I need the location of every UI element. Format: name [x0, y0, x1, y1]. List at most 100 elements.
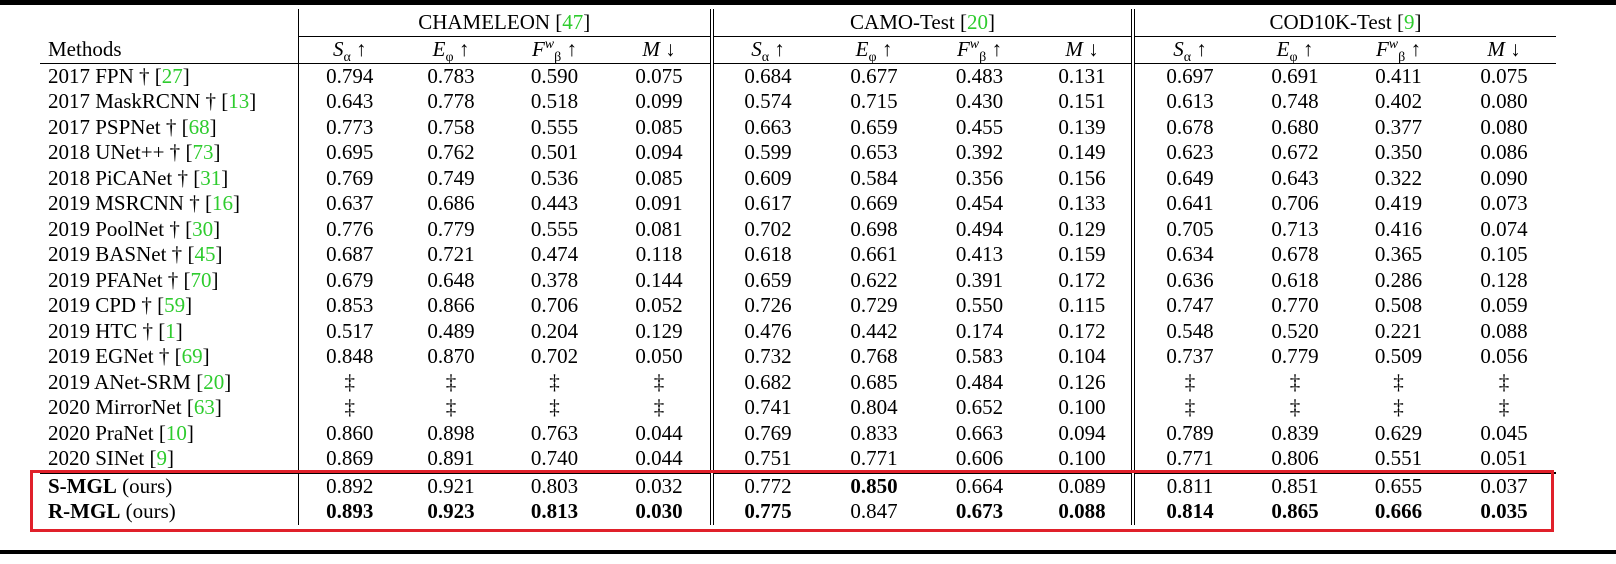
citation-link[interactable]: 59 [164, 293, 186, 318]
citation-link[interactable]: 73 [192, 140, 214, 165]
value-cell: ‡ [653, 369, 665, 394]
value-cell: 0.128 [1480, 267, 1528, 292]
citation-link[interactable]: 69 [181, 344, 203, 369]
metric-e-phi: Eφ ↑ [401, 36, 501, 65]
citation-link[interactable]: 20 [203, 369, 225, 394]
value-cell: 0.691 [1271, 63, 1319, 88]
value-cell: 0.081 [635, 216, 683, 241]
value-cell: 0.783 [427, 63, 475, 88]
value-cell: 0.678 [1271, 242, 1319, 267]
value-cell: 0.156 [1058, 165, 1106, 190]
value-cell: 0.769 [710, 420, 822, 446]
value-cell: 0.555 [530, 114, 579, 139]
value-cell: 0.673 [926, 499, 1033, 525]
value-cell: 0.779 [1271, 344, 1319, 369]
value-cell: 0.697 [1131, 63, 1245, 89]
value-cell: 0.776 [297, 216, 401, 242]
table-row: 2019 EGNet † [69] 0.848 0.870 0.702 0.050 0.7… [40, 344, 1556, 370]
value-cell: 0.770 [1271, 293, 1319, 318]
value-cell: 0.080 [1480, 114, 1528, 139]
value-cell: 0.705 [1131, 216, 1245, 242]
dataset-ref[interactable]: 20 [966, 10, 988, 34]
method-name: 2019 HTC † [48, 318, 153, 343]
value-cell: 0.893 [297, 499, 401, 525]
value-cell: 0.037 [1452, 471, 1556, 499]
value-cell: 0.086 [1480, 140, 1528, 165]
value-cell: 0.035 [1452, 499, 1556, 525]
value: 0.811 [1166, 473, 1214, 498]
value-cell: 0.204 [530, 318, 579, 343]
value-cell: 0.073 [1480, 191, 1528, 216]
value-cell: 0.732 [710, 344, 822, 370]
value-cell: 0.350 [1374, 140, 1423, 165]
method-name: 2020 PraNet [48, 420, 154, 445]
citation-link[interactable]: 45 [194, 242, 216, 267]
value-cell: 0.044 [635, 446, 683, 471]
value-cell: 0.641 [1131, 191, 1245, 217]
value-cell: 0.118 [635, 242, 683, 267]
best-value: 0.035 [1480, 499, 1528, 524]
method-name: 2020 MirrorNet [48, 395, 182, 420]
value-cell: ‡ [1289, 369, 1301, 394]
citation-link[interactable]: 1 [165, 318, 176, 343]
citation-link[interactable]: 68 [188, 114, 210, 139]
citation-link[interactable]: 70 [190, 267, 212, 292]
best-value: 0.865 [1271, 499, 1319, 524]
value: 0.847 [850, 499, 898, 524]
results-table: CHAMELEON [47] CAMO-Test [20] COD10K-Tes… [40, 9, 1556, 525]
value-cell: 0.574 [710, 89, 822, 115]
value-cell: 0.139 [1058, 114, 1106, 139]
value-cell: ‡ [297, 395, 401, 421]
citation-link[interactable]: 30 [192, 216, 214, 241]
method-cell: 2018 UNet++ † [73] [48, 140, 221, 165]
value-cell: 0.702 [530, 344, 579, 369]
top-rule [0, 0, 1616, 5]
value-cell: 0.813 [501, 499, 608, 525]
value-cell: 0.584 [850, 165, 898, 190]
method-cell: 2019 BASNet † [45] [48, 242, 223, 267]
dataset-ref[interactable]: 47 [562, 10, 584, 34]
value-cell: 0.618 [710, 242, 822, 268]
citation-link[interactable]: 10 [165, 420, 187, 445]
value-cell: 0.509 [1374, 344, 1423, 369]
citation-link[interactable]: 9 [156, 446, 168, 471]
value-cell: 0.075 [635, 63, 683, 88]
value-cell: 0.636 [1131, 267, 1245, 293]
method-cell: 2019 MSRCNN † [16] [48, 191, 240, 216]
table-row: 2019 PoolNet † [30] 0.776 0.779 0.555 0.081 0… [40, 216, 1556, 242]
value-cell: 0.430 [955, 89, 1004, 114]
value-cell: 0.672 [1271, 140, 1319, 165]
metric-s-alpha: Sα ↑ [297, 36, 401, 65]
method-name: 2017 FPN † [48, 63, 150, 88]
method-name: 2017 MaskRCNN † [48, 89, 217, 114]
value-cell: 0.411 [1375, 63, 1422, 88]
dataset-ref[interactable]: 9 [1403, 10, 1415, 34]
value-cell: 0.866 [427, 293, 475, 318]
citation-link[interactable]: 13 [228, 89, 250, 114]
value-cell: 0.891 [427, 446, 475, 471]
metric-mae: M ↓ [1033, 36, 1133, 64]
value-cell: 0.622 [850, 267, 898, 292]
value-cell: ‡ [1393, 369, 1404, 394]
value-cell: 0.030 [608, 499, 712, 525]
value-cell: 0.679 [297, 267, 401, 293]
value-cell: 0.629 [1374, 420, 1423, 445]
method-cell: 2019 PFANet † [70] [48, 267, 219, 292]
citation-link[interactable]: 63 [193, 395, 215, 420]
bottom-rule [0, 550, 1616, 554]
methods-header-spacer [40, 9, 298, 37]
table-row: 2018 UNet++ † [73] 0.695 0.762 0.501 0.094 0.… [40, 140, 1556, 166]
value-cell: 0.758 [427, 114, 475, 139]
value-cell: 0.100 [1058, 395, 1106, 420]
value: 0.803 [530, 473, 579, 498]
value-cell: 0.649 [1131, 165, 1245, 191]
value-cell: 0.091 [635, 191, 683, 216]
citation-link[interactable]: 31 [200, 165, 222, 190]
value-cell: 0.666 [1345, 499, 1452, 525]
method-cell: 2019 PoolNet † [30] [48, 216, 221, 241]
value-cell: 0.847 [822, 499, 926, 525]
citation-link[interactable]: 27 [161, 63, 183, 88]
method-cell: 2019 HTC † [1] [48, 318, 183, 343]
value-cell: ‡ [549, 395, 560, 420]
citation-link[interactable]: 16 [211, 191, 233, 216]
